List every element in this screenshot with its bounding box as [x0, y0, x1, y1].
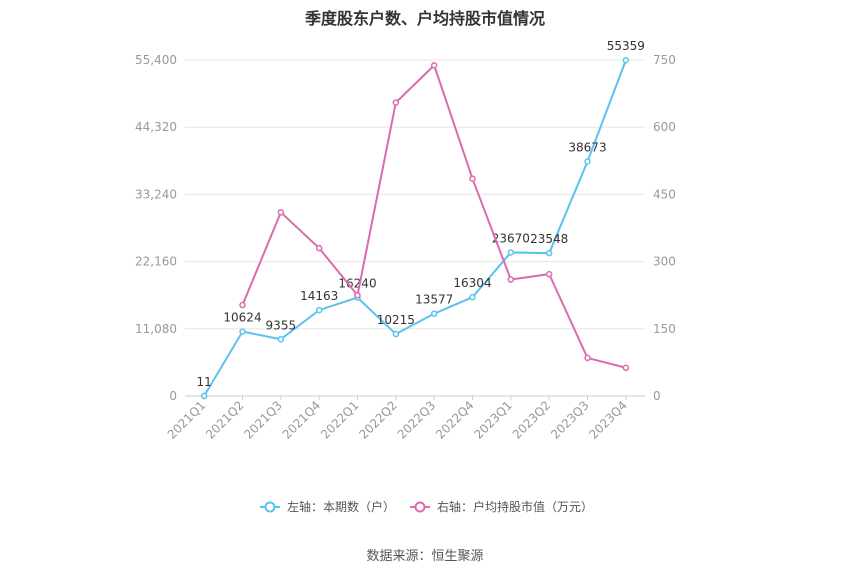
avg-value-point	[239, 301, 246, 309]
avg-value-point	[277, 209, 285, 216]
left-axis-tick-label: 22,160	[135, 255, 177, 269]
avg-value-point	[354, 291, 361, 299]
legend-marker	[264, 501, 276, 513]
x-axis-tick-label: 2021Q2	[203, 398, 247, 442]
holders-point	[507, 249, 515, 256]
holders-point	[277, 336, 285, 343]
avg-value-point	[469, 175, 476, 182]
holders-point	[584, 158, 591, 165]
holders-point	[315, 306, 323, 314]
data-source: 数据来源：恒生聚源	[366, 549, 484, 564]
right-axis-tick-label: 600	[653, 120, 676, 134]
avg-value-point	[545, 270, 553, 278]
left-axis-tick-label: 33,240	[135, 187, 177, 201]
holders-data-label: 11	[197, 375, 212, 389]
right-axis-tick-label: 750	[653, 53, 676, 67]
avg-value-point	[430, 62, 438, 69]
holders-data-label: 9355	[266, 318, 297, 332]
holders-point	[392, 330, 400, 338]
x-axis-tick-label: 2021Q1	[165, 398, 209, 442]
legend-marker	[414, 501, 426, 513]
holders-data-label: 23670	[492, 231, 530, 245]
x-axis-tick-label: 2021Q3	[241, 398, 285, 442]
avg-value-point	[392, 99, 400, 106]
legend-label: 左轴：本期数（户）	[287, 499, 395, 514]
holders-point	[239, 328, 246, 335]
avg-value-point	[507, 276, 515, 283]
holders-data-label: 13577	[415, 293, 453, 307]
x-axis-tick-label: 2022Q3	[395, 398, 439, 442]
holders-data-label: 14163	[300, 289, 338, 303]
holders-point	[469, 293, 476, 301]
holders-point	[430, 310, 438, 317]
x-axis-tick-label: 2021Q4	[280, 398, 324, 442]
x-axis-tick-label: 2023Q3	[548, 398, 592, 442]
right-axis-tick-label: 450	[653, 187, 676, 201]
right-axis-tick-label: 0	[653, 389, 661, 403]
holders-point	[622, 56, 630, 64]
x-axis-tick-label: 2023Q4	[586, 398, 630, 442]
chart-title: 季度股东户数、户均持股市值情况	[304, 9, 545, 28]
holders-data-label: 55359	[607, 39, 645, 53]
left-axis-tick-label: 11,080	[135, 322, 177, 336]
holders-data-label: 23548	[530, 232, 568, 246]
avg-value-point	[622, 364, 630, 372]
x-axis-tick-label: 2023Q2	[510, 398, 554, 442]
x-axis-tick-label: 2022Q2	[356, 398, 400, 442]
right-axis-tick-label: 150	[653, 322, 676, 336]
holders-data-label: 38673	[568, 140, 606, 154]
left-axis-tick-label: 44,320	[135, 120, 177, 134]
holders-point	[200, 392, 208, 400]
holders-data-label: 16304	[453, 276, 491, 290]
left-axis-tick-label: 0	[169, 389, 177, 403]
avg-value-point	[315, 244, 323, 252]
holders-data-label: 10215	[377, 313, 415, 327]
holders-point	[545, 249, 553, 257]
legend-label: 右轴：户均持股市值（万元）	[437, 499, 593, 514]
avg-value-point	[584, 354, 591, 362]
left-axis-tick-label: 55,400	[135, 53, 177, 67]
holders-data-label: 16240	[338, 277, 376, 291]
avg-value-line	[241, 63, 627, 369]
right-axis-tick-label: 300	[653, 255, 676, 269]
x-axis-tick-label: 2022Q1	[318, 398, 362, 442]
holders-data-label: 10624	[223, 311, 261, 325]
x-axis-tick-label: 2023Q1	[471, 398, 515, 442]
holders-line	[203, 59, 627, 397]
x-axis-tick-label: 2022Q4	[433, 398, 477, 442]
